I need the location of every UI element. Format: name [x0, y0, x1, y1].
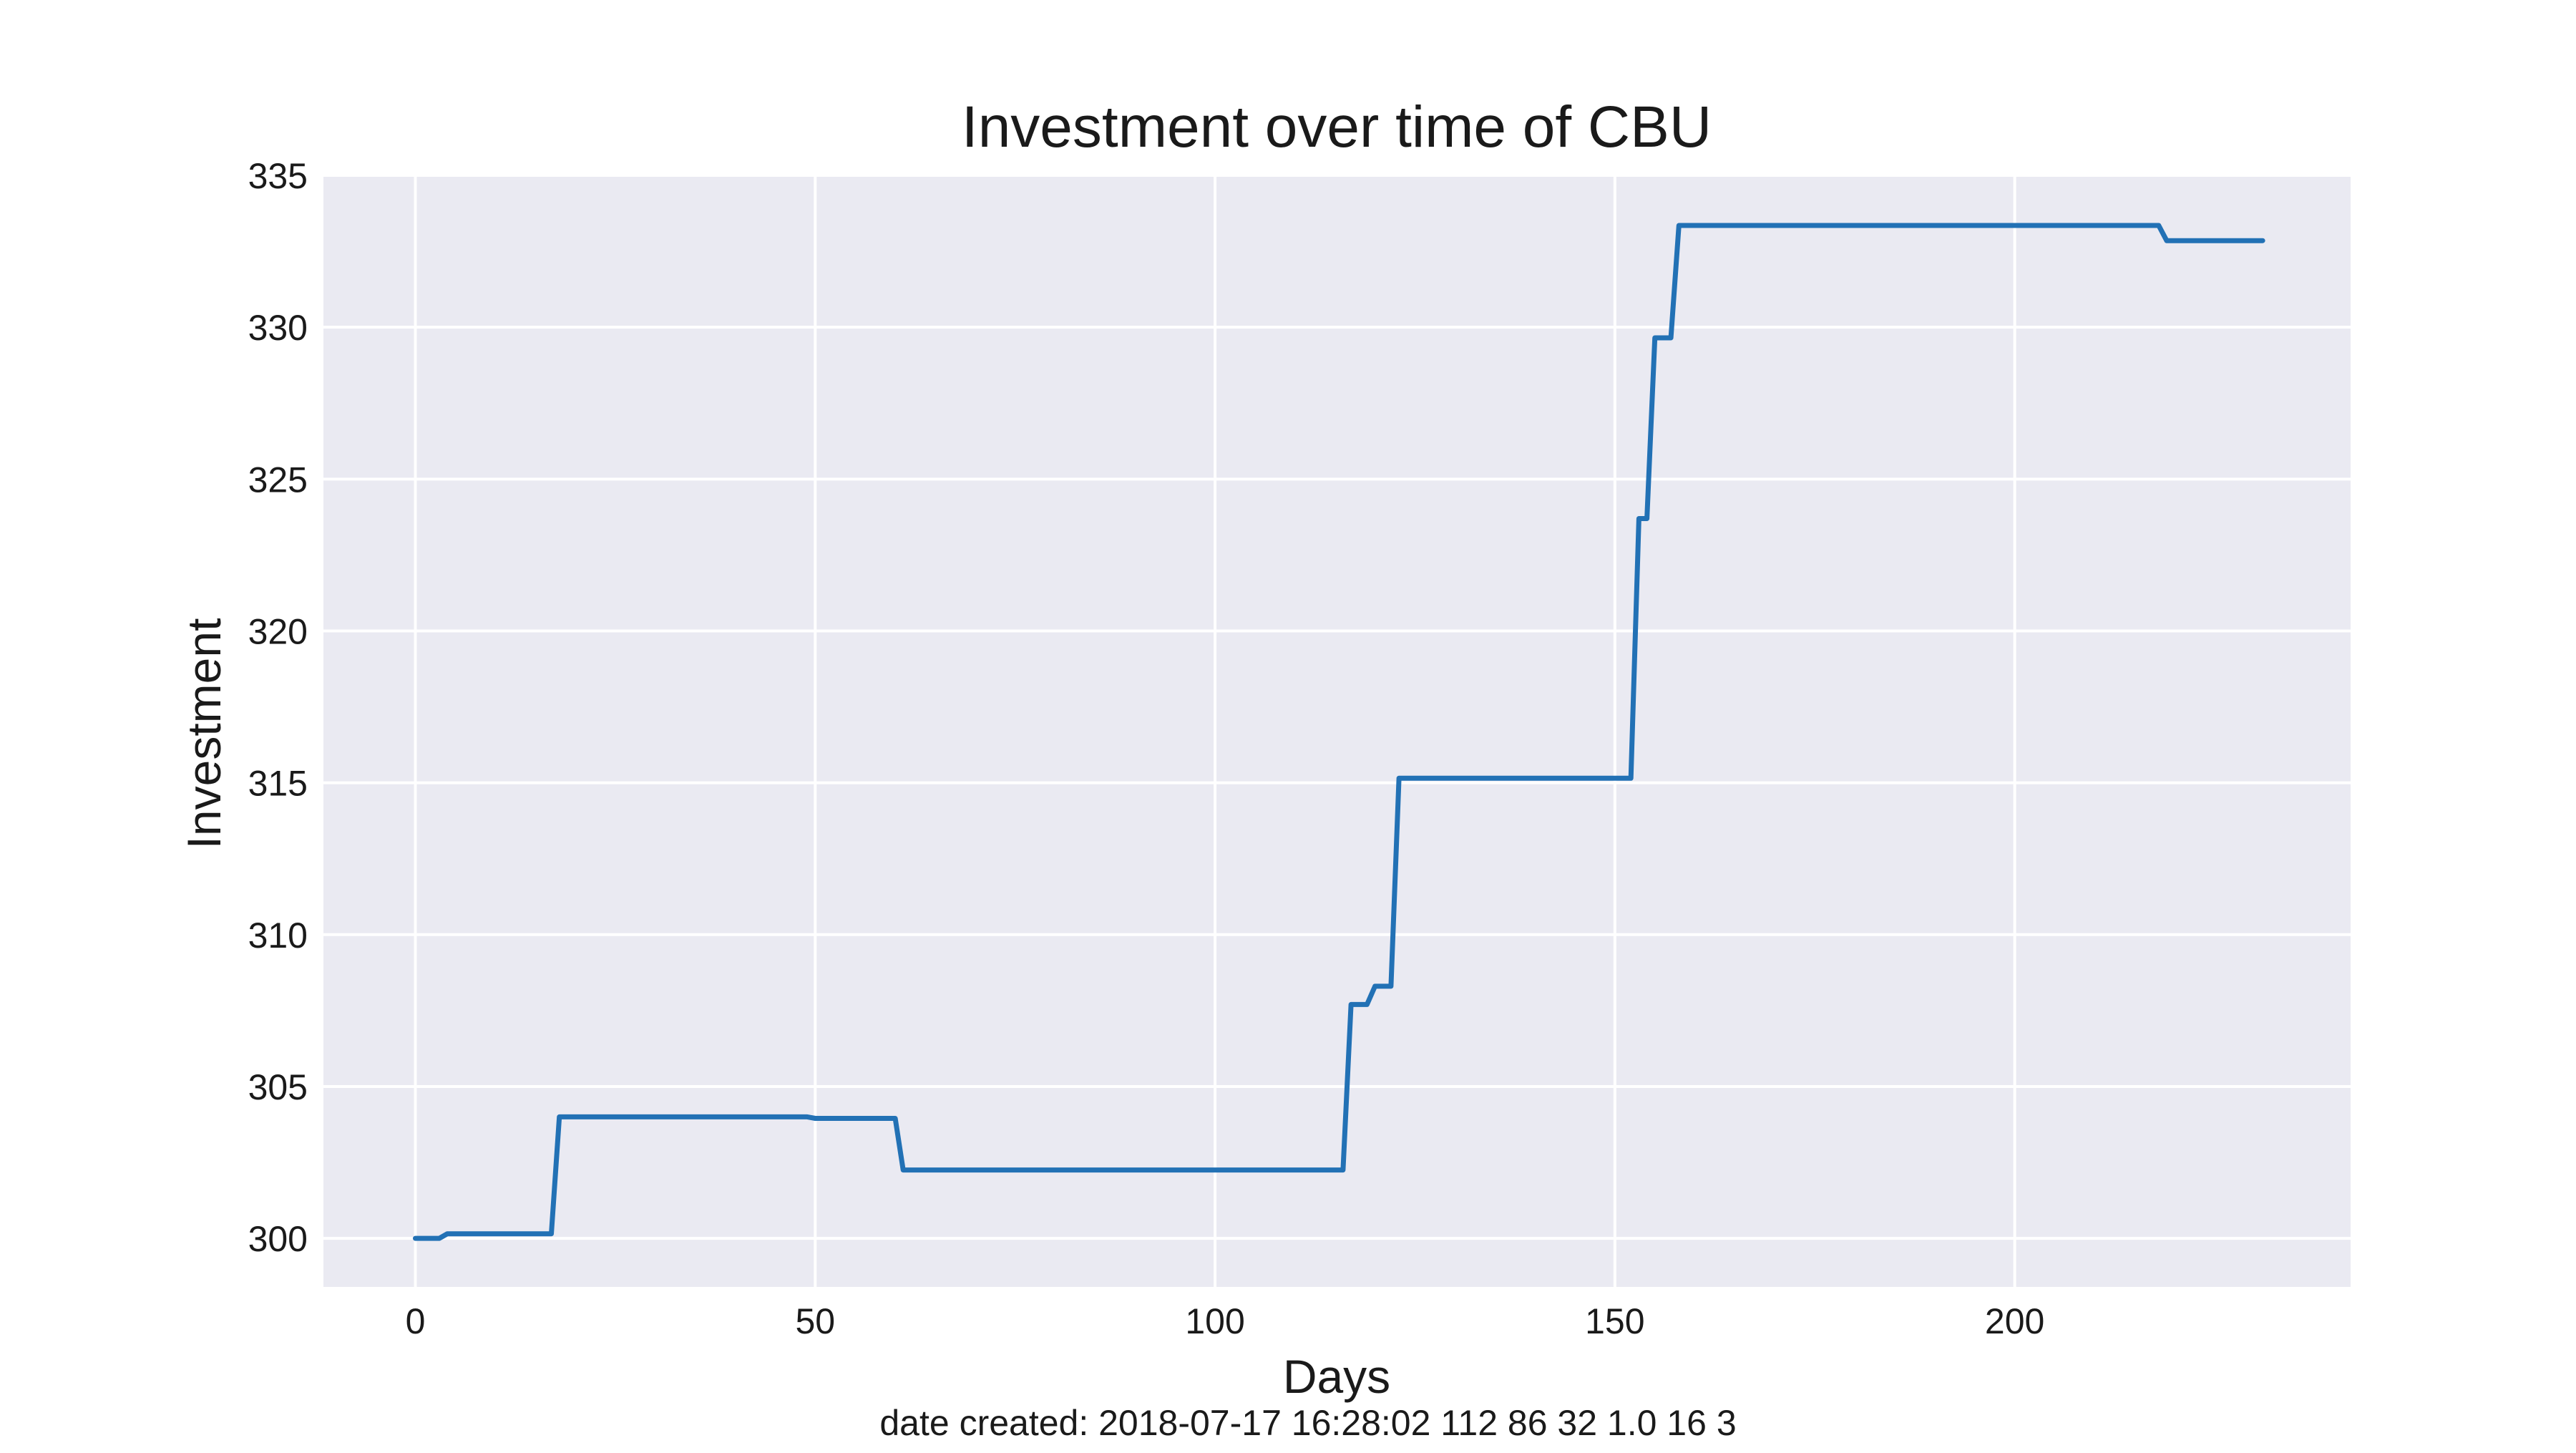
x-tick-label: 100: [1185, 1301, 1244, 1341]
y-tick-label: 325: [248, 460, 308, 500]
chart-title: Investment over time of CBU: [962, 94, 1712, 160]
x-tick-label: 200: [1985, 1301, 2044, 1341]
y-tick-label: 305: [248, 1067, 308, 1107]
series-line-cbu: [413, 223, 2265, 1241]
plot-area-background: [323, 175, 2351, 1287]
y-tick-label: 300: [248, 1219, 308, 1259]
y-tick-label: 320: [248, 611, 308, 651]
x-tick-label: 0: [406, 1301, 426, 1341]
x-axis-label: Days: [1283, 1350, 1390, 1403]
tick-labels: 0 50 100 150 200 300 305 310 315 320 325 330 335: [248, 156, 2045, 1341]
x-tick-label: 150: [1585, 1301, 1644, 1341]
date-created-caption: date created: 2018-07-17 16:28:02 112 86…: [879, 1403, 1736, 1443]
y-tick-label: 330: [248, 308, 308, 348]
series-layer: [413, 223, 2265, 1241]
y-tick-label: 310: [248, 915, 308, 956]
y-axis-label: Investment: [177, 618, 230, 850]
x-tick-label: 50: [795, 1301, 835, 1341]
y-tick-label: 335: [248, 156, 308, 196]
y-tick-label: 315: [248, 764, 308, 804]
grid-lines: [323, 174, 2351, 1287]
